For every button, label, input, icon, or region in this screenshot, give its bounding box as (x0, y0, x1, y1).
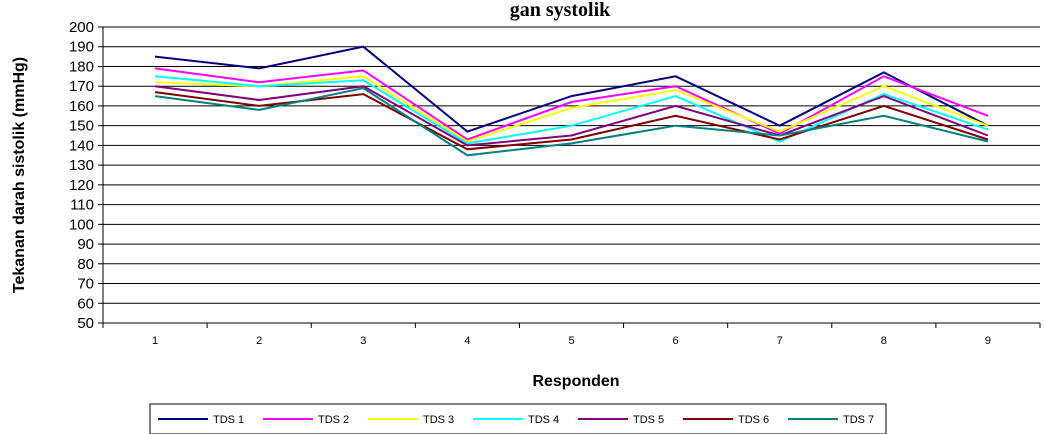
x-tick-label: 2 (256, 335, 262, 347)
y-tick-label: 130 (69, 157, 94, 174)
y-tick-label: 170 (69, 78, 94, 95)
gridlines (103, 26, 1040, 304)
legend-label: TDS 7 (843, 414, 874, 426)
x-tick-label: 3 (360, 335, 366, 347)
series-line-3 (155, 75, 989, 143)
legend-label: TDS 1 (213, 414, 244, 426)
x-tick-labels: 1 2 3 4 5 6 7 8 9 (152, 335, 991, 347)
x-tick-label: 4 (464, 335, 470, 347)
legend-label: TDS 6 (738, 414, 769, 426)
y-tick-label: 110 (70, 197, 94, 214)
y-tick-label: 50 (77, 315, 94, 332)
x-tick-label: 7 (777, 335, 783, 347)
y-tick-label: 120 (69, 177, 94, 194)
legend-label: TDS 5 (633, 414, 664, 426)
y-tick-label: 200 (69, 19, 94, 36)
x-tick-label: 5 (568, 335, 574, 347)
y-tick-label: 190 (69, 39, 94, 56)
legend-label: TDS 3 (423, 414, 454, 426)
x-tick-label: 6 (673, 335, 679, 347)
series-line-7 (154, 87, 989, 157)
series-lines (154, 45, 989, 157)
axes (98, 26, 1041, 328)
y-tick-label: 70 (77, 276, 94, 293)
y-tick-label: 100 (69, 216, 94, 233)
y-tick-label: 60 (77, 295, 94, 312)
y-tick-label: 180 (69, 58, 94, 75)
legend: TDS 1 TDS 2 TDS 3 TDS 4 TDS 5 TDS 6 TDS 7 (149, 403, 887, 434)
legend-label: TDS 2 (318, 414, 349, 426)
y-axis-label: Tekanan darah sistolik (mmHg) (11, 57, 28, 293)
y-tick-label: 140 (69, 137, 94, 154)
series-line-5 (154, 85, 989, 147)
y-tick-label: 80 (77, 256, 94, 273)
x-tick-label: 8 (881, 335, 887, 347)
y-tick-label: 90 (77, 236, 94, 253)
x-axis-label: Responden (532, 373, 619, 390)
y-tick-label: 160 (69, 98, 94, 115)
series-line-2 (154, 67, 989, 141)
series-line-1 (154, 45, 989, 133)
y-tick-labels: 50 60 70 80 90 100 110 120 130 140 150 160 170 180 190… (69, 19, 94, 332)
chart-title: gan systolik (510, 0, 611, 21)
x-tick-label: 1 (152, 335, 158, 347)
y-tick-label: 150 (69, 118, 94, 135)
legend-label: TDS 4 (528, 414, 559, 426)
x-tick-label: 9 (985, 335, 991, 347)
